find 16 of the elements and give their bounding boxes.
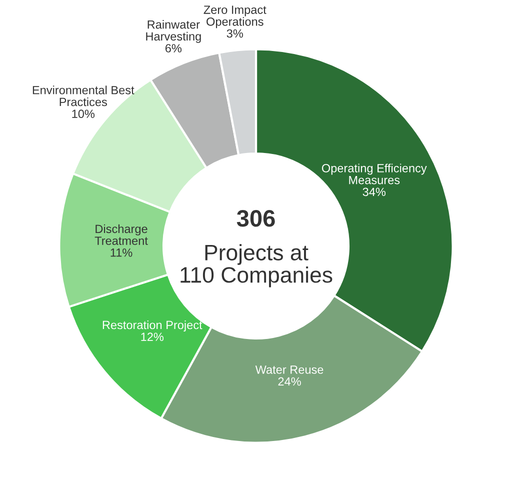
data-label: 34% [362, 188, 386, 196]
slice-label: Rainwater Harvesting [146, 20, 201, 43]
data-label: 24% [278, 377, 301, 386]
text: Projects at 110 Companies [180, 244, 332, 288]
slice-label: Water Reuse [255, 366, 324, 374]
text: 306 [236, 210, 275, 227]
slice-label: Discharge Treatment [94, 224, 148, 245]
slice-label: Environmental Best Practices [32, 86, 134, 106]
data-label: 11% [110, 248, 132, 257]
data-label: 10% [72, 110, 95, 118]
data-label: 12% [141, 332, 164, 341]
slice-label: Restoration Project [102, 320, 202, 332]
data-label: 3% [226, 29, 243, 38]
data-label: 6% [165, 44, 182, 52]
slice-label: Zero Impact Operations [204, 6, 266, 28]
slice-label: Operating Efficiency Measures [322, 164, 427, 184]
